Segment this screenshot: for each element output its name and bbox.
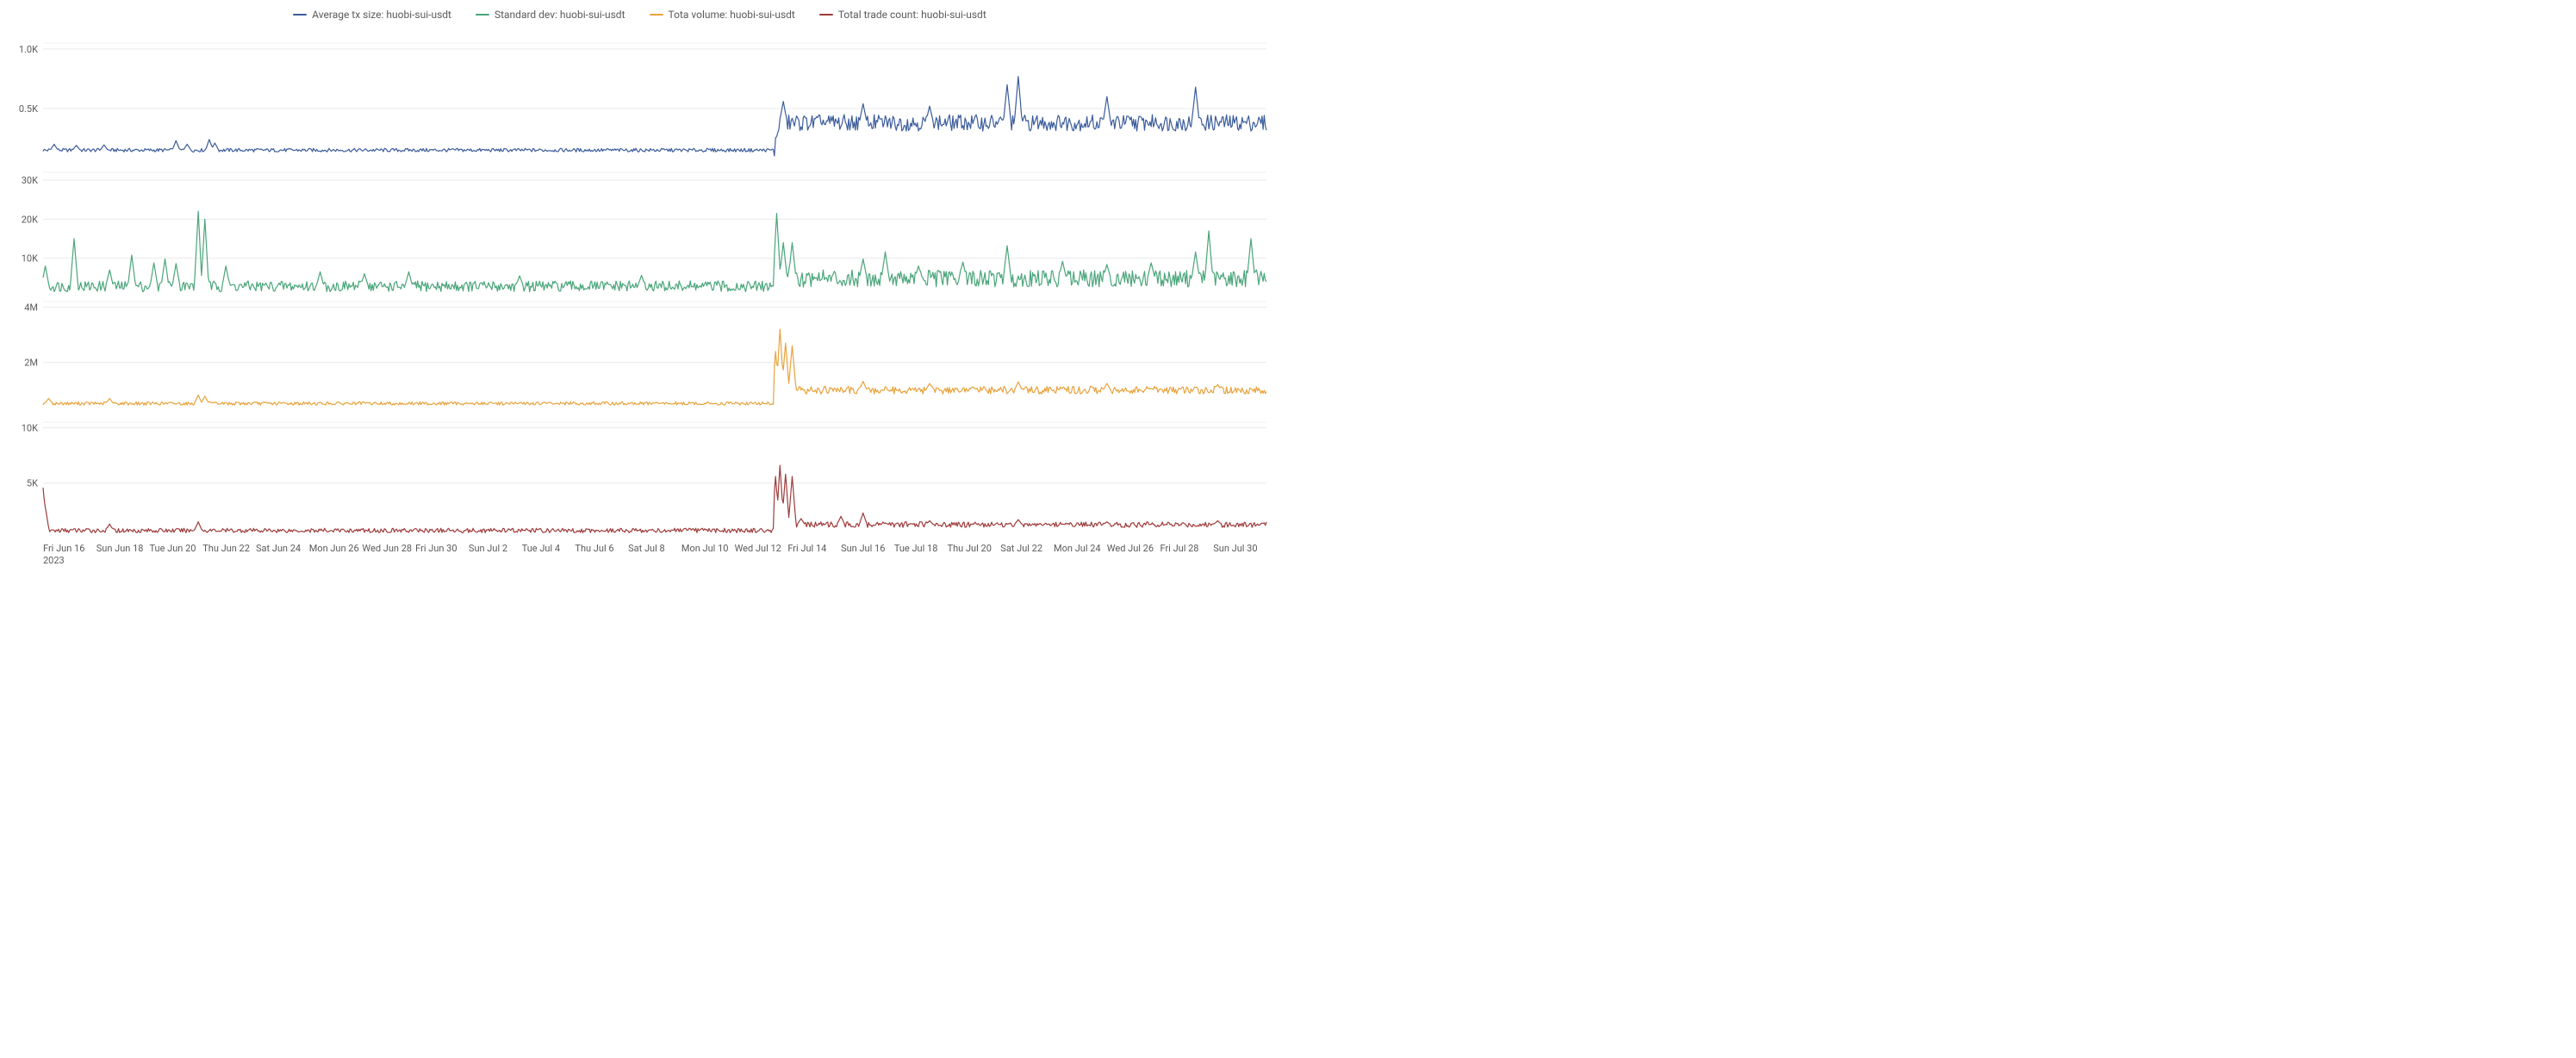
svg-text:Sun Jul 16: Sun Jul 16 bbox=[841, 543, 885, 554]
chart-container: Average tx size: huobi-sui-usdt Standard… bbox=[0, 0, 1288, 577]
legend-swatch bbox=[650, 14, 663, 16]
svg-text:5K: 5K bbox=[27, 478, 38, 489]
svg-text:Mon Jul 24: Mon Jul 24 bbox=[1054, 543, 1101, 554]
legend-label: Standard dev: huobi-sui-usdt bbox=[495, 9, 625, 21]
svg-text:20K: 20K bbox=[22, 214, 38, 225]
svg-text:30K: 30K bbox=[22, 175, 38, 186]
svg-text:Thu Jun 22: Thu Jun 22 bbox=[202, 543, 250, 554]
svg-text:Tue Jul 4: Tue Jul 4 bbox=[522, 543, 560, 554]
svg-text:Wed Jul 12: Wed Jul 12 bbox=[735, 543, 781, 554]
svg-text:Sat Jun 24: Sat Jun 24 bbox=[256, 543, 301, 554]
legend-swatch bbox=[293, 14, 307, 16]
svg-text:Fri Jun 30: Fri Jun 30 bbox=[415, 543, 457, 554]
svg-text:Sat Jul 22: Sat Jul 22 bbox=[1000, 543, 1042, 554]
legend-swatch bbox=[476, 14, 489, 16]
svg-text:Thu Jul 20: Thu Jul 20 bbox=[948, 543, 992, 554]
legend-item-vol[interactable]: Tota volume: huobi-sui-usdt bbox=[650, 9, 795, 21]
svg-text:2M: 2M bbox=[24, 358, 38, 369]
svg-text:Sat Jul 8: Sat Jul 8 bbox=[628, 543, 665, 554]
svg-text:Tue Jun 20: Tue Jun 20 bbox=[149, 543, 196, 554]
svg-text:Fri Jun 16: Fri Jun 16 bbox=[43, 543, 84, 554]
svg-text:10K: 10K bbox=[22, 422, 38, 433]
svg-text:Wed Jun 28: Wed Jun 28 bbox=[362, 543, 412, 554]
svg-text:Wed Jul 26: Wed Jul 26 bbox=[1107, 543, 1154, 554]
svg-text:Thu Jul 6: Thu Jul 6 bbox=[575, 543, 613, 554]
svg-text:Mon Jul 10: Mon Jul 10 bbox=[681, 543, 729, 554]
svg-text:2023: 2023 bbox=[43, 555, 65, 566]
svg-text:Sun Jul 30: Sun Jul 30 bbox=[1213, 543, 1257, 554]
legend-label: Average tx size: huobi-sui-usdt bbox=[312, 9, 451, 21]
legend-item-count[interactable]: Total trade count: huobi-sui-usdt bbox=[819, 9, 986, 21]
legend-label: Tota volume: huobi-sui-usdt bbox=[669, 9, 795, 21]
svg-text:10K: 10K bbox=[22, 253, 38, 264]
chart-legend: Average tx size: huobi-sui-usdt Standard… bbox=[9, 9, 1271, 21]
svg-text:Tue Jul 18: Tue Jul 18 bbox=[894, 543, 938, 554]
legend-item-std[interactable]: Standard dev: huobi-sui-usdt bbox=[476, 9, 625, 21]
legend-label: Total trade count: huobi-sui-usdt bbox=[838, 9, 986, 21]
svg-text:Fri Jul 14: Fri Jul 14 bbox=[787, 543, 826, 554]
legend-item-avg[interactable]: Average tx size: huobi-sui-usdt bbox=[293, 9, 451, 21]
svg-text:Sun Jul 2: Sun Jul 2 bbox=[469, 543, 507, 554]
svg-text:4M: 4M bbox=[24, 302, 38, 313]
svg-text:Fri Jul 28: Fri Jul 28 bbox=[1160, 543, 1199, 554]
svg-text:1.0K: 1.0K bbox=[19, 44, 38, 55]
multi-panel-time-series-chart: 0.5K 1.0K 10K 20K 30K 2M 4M 5K 10K Fri Jun 16 Sun … bbox=[9, 26, 1271, 569]
svg-text:Sun Jun 18: Sun Jun 18 bbox=[96, 543, 144, 554]
legend-swatch bbox=[819, 14, 833, 16]
svg-text:Mon Jun 26: Mon Jun 26 bbox=[309, 543, 359, 554]
svg-text:0.5K: 0.5K bbox=[19, 103, 38, 115]
